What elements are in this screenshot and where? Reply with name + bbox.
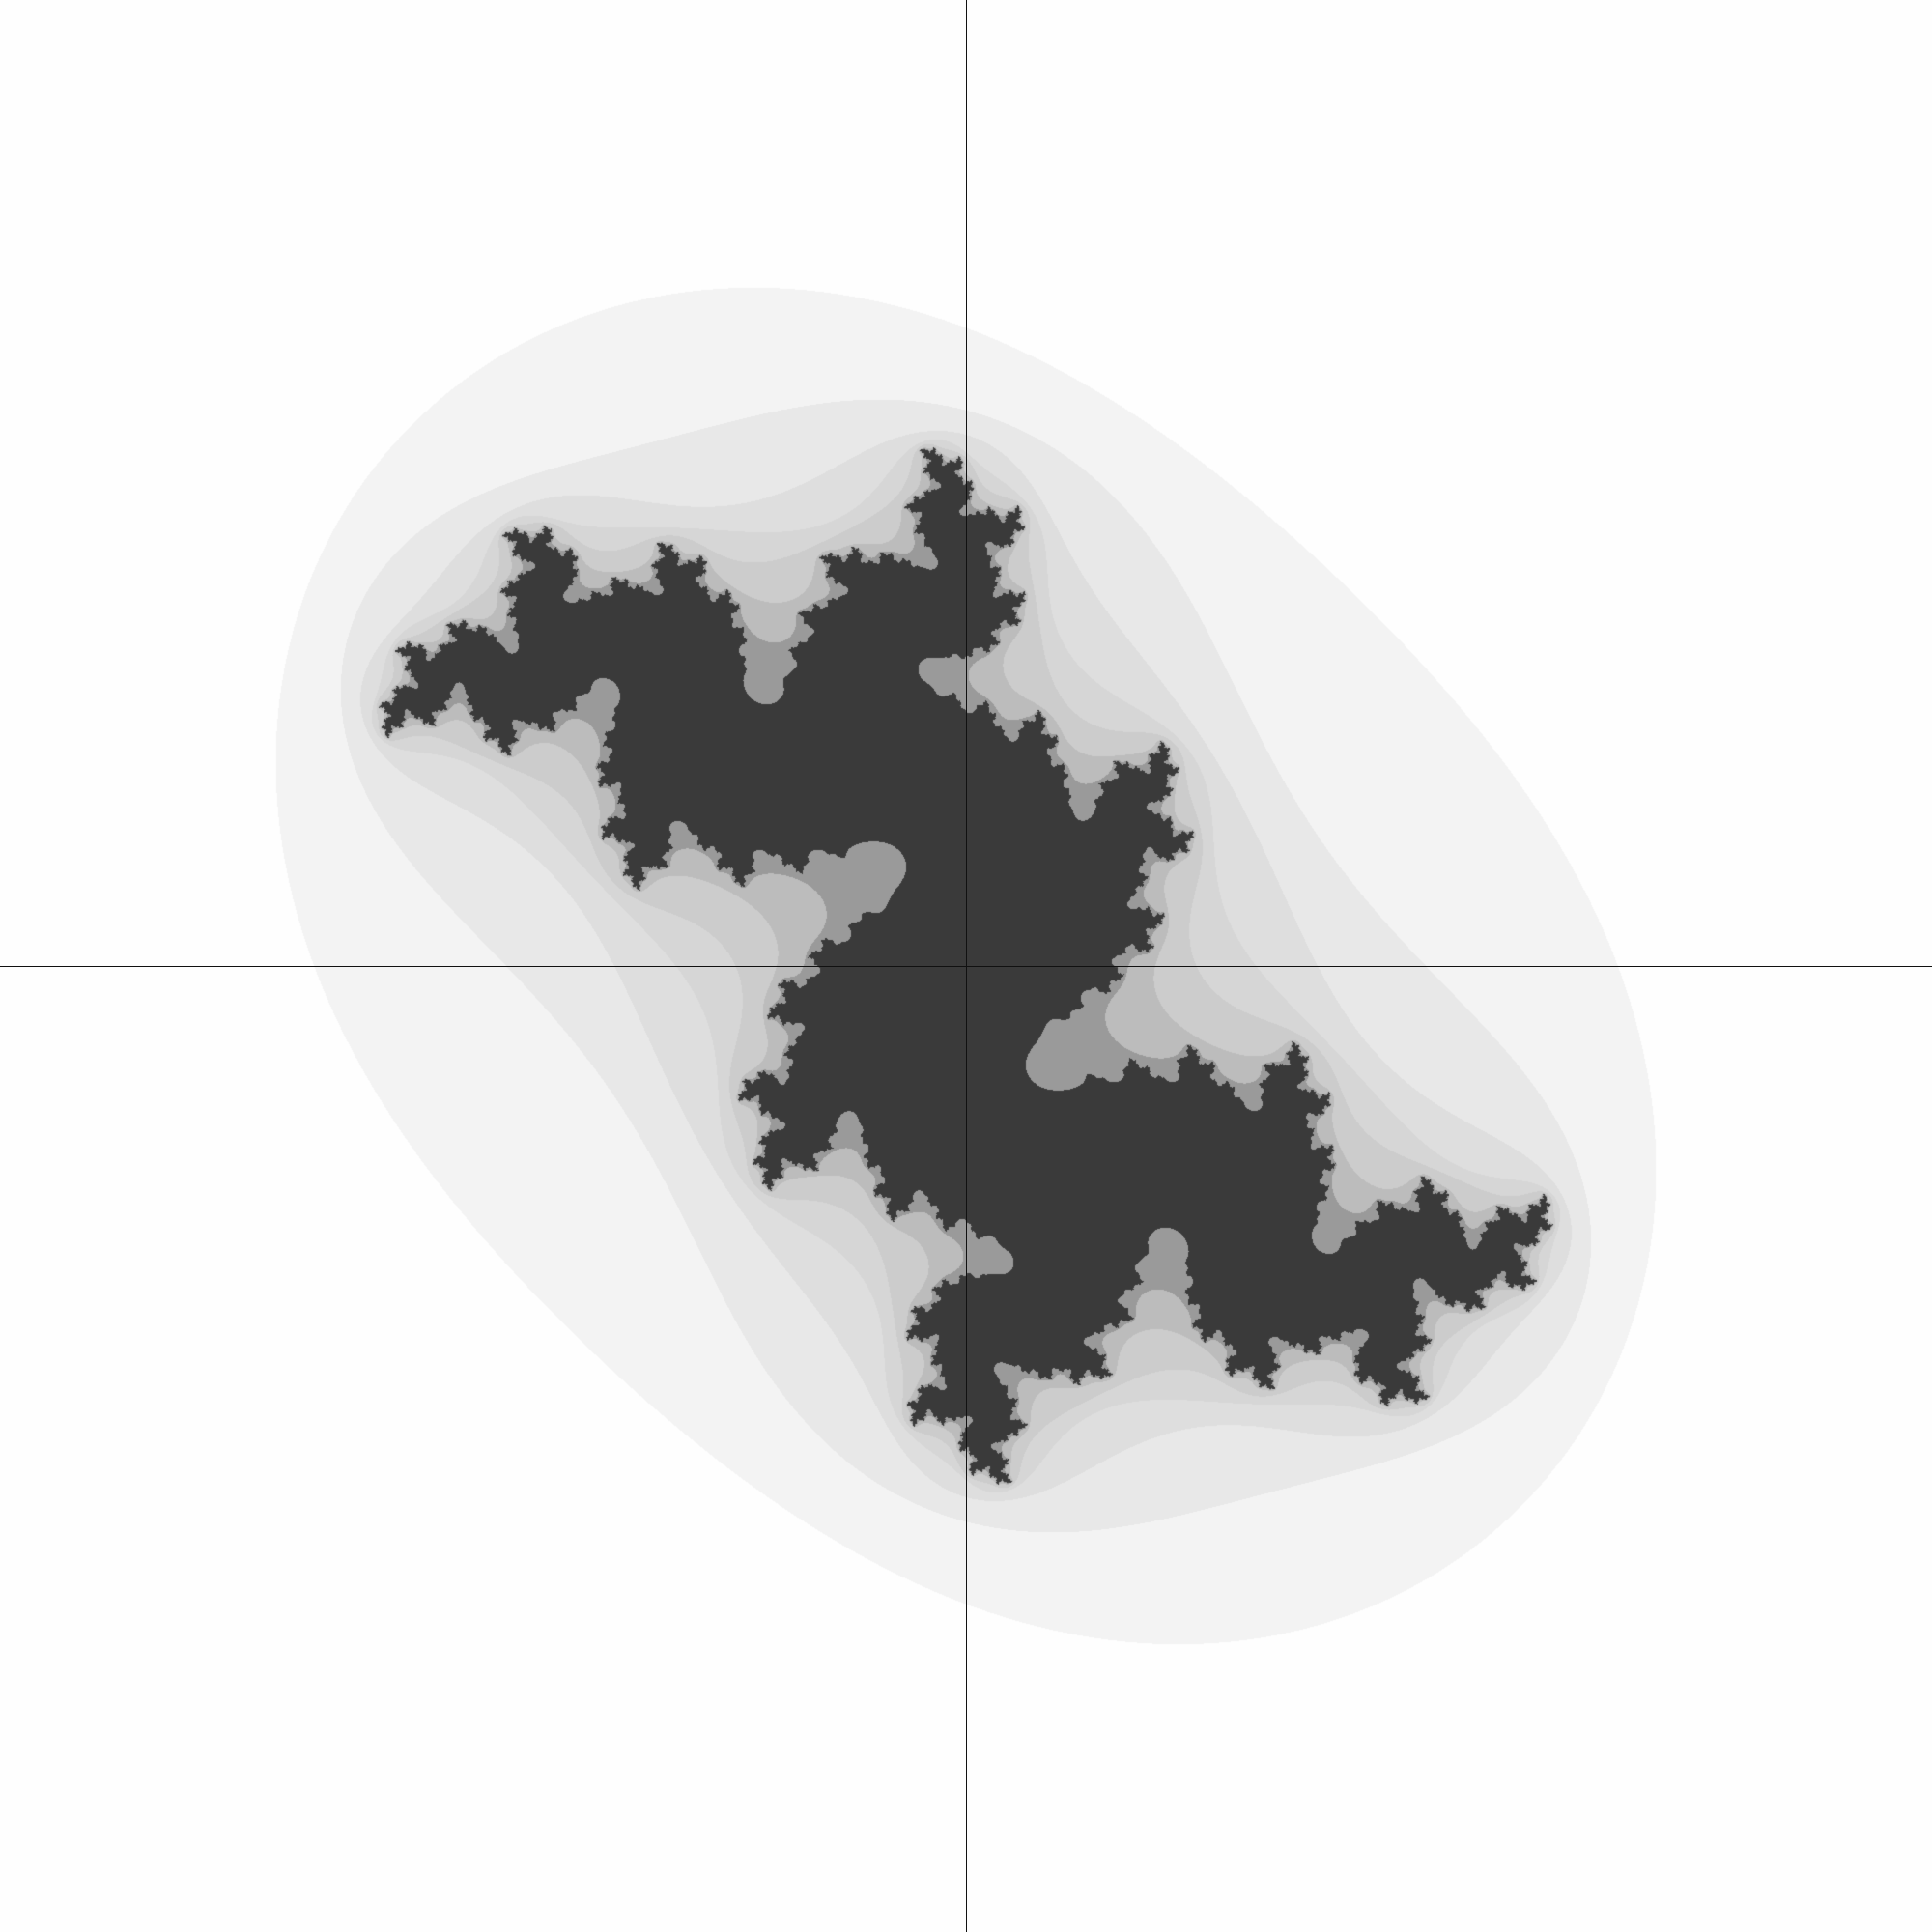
vertical-axis-line: [966, 0, 967, 1932]
